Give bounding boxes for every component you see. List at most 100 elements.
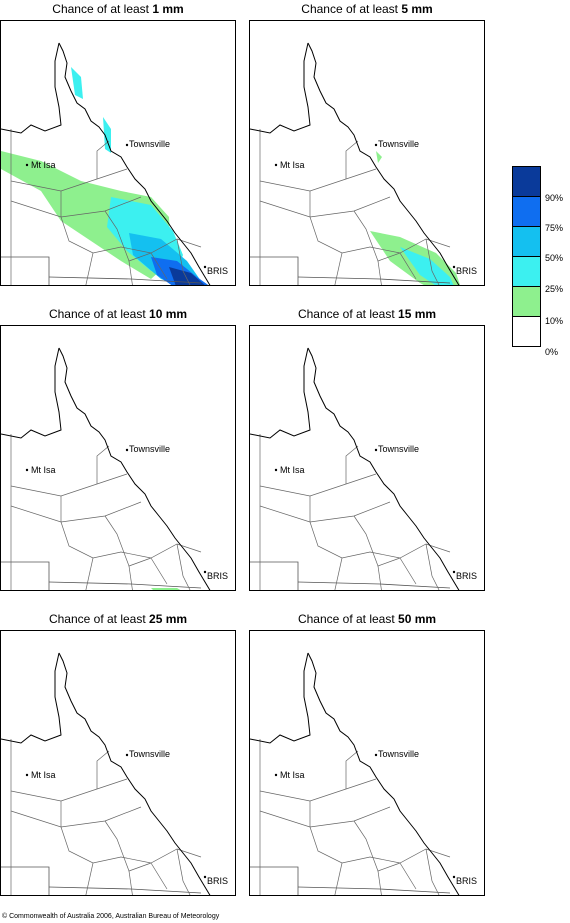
- place-label-bris: BRIS: [456, 876, 478, 886]
- district-boundary: [334, 252, 343, 285]
- district-boundary: [128, 870, 133, 895]
- state-border: [48, 276, 202, 284]
- district-boundary: [377, 565, 382, 590]
- legend-swatch-25: [512, 256, 541, 286]
- district-boundary: [128, 565, 133, 590]
- district-boundary: [85, 862, 94, 895]
- panel-title-amount: 1 mm: [152, 2, 184, 16]
- legend-swatch-90: [512, 166, 541, 196]
- district-boundary: [176, 238, 191, 285]
- coastline: [307, 347, 460, 590]
- coastline: [307, 42, 460, 285]
- place-marker: [203, 875, 207, 879]
- map-frame: Townsville Mt Isa BRIS: [249, 325, 485, 591]
- panel-title: Chance of at least 5 mm: [249, 0, 485, 18]
- district-boundary: [259, 778, 377, 802]
- state-border: [1, 561, 50, 590]
- district-boundary: [176, 543, 191, 590]
- map-frame: Townsville Mt Isa BRIS: [249, 20, 485, 286]
- district-boundary: [399, 862, 417, 890]
- queensland-map: [250, 347, 460, 590]
- place-label-bris: BRIS: [207, 266, 229, 276]
- coastline: [250, 347, 311, 439]
- district-boundary: [104, 515, 152, 567]
- state-border: [297, 581, 451, 589]
- district-boundary: [309, 826, 451, 864]
- district-boundary: [425, 543, 440, 590]
- coastline: [307, 652, 460, 895]
- district-boundary: [259, 501, 391, 523]
- place-marker: [274, 163, 278, 167]
- panel-title-prefix: Chance of at least: [48, 612, 150, 626]
- queensland-map: [250, 652, 460, 895]
- place-label-mt-isa: Mt Isa: [280, 160, 305, 170]
- map-frame: Townsville Mt Isa BRIS: [249, 630, 485, 896]
- district-boundary: [259, 196, 391, 218]
- place-label-mt-isa: Mt Isa: [280, 465, 305, 475]
- panel-title-prefix: Chance of at least: [52, 2, 153, 16]
- place-marker: [274, 468, 278, 472]
- district-boundary: [128, 260, 133, 285]
- rainfall-probability-area: [376, 151, 382, 163]
- place-label-townsville: Townsville: [129, 444, 171, 454]
- panel-title-amount: 10 mm: [149, 307, 188, 321]
- legend-label-0: 0%: [545, 347, 559, 357]
- place-marker: [203, 570, 207, 574]
- panel-title-prefix: Chance of at least: [297, 307, 399, 321]
- coastline: [58, 652, 211, 895]
- queensland-map: [250, 42, 460, 285]
- district-boundary: [96, 750, 110, 789]
- place-marker: [374, 143, 378, 147]
- place-label-townsville: Townsville: [129, 749, 171, 759]
- district-boundary: [259, 473, 377, 497]
- district-boundary: [10, 168, 128, 192]
- legend-swatch-0: [512, 316, 541, 347]
- map-frame: Townsville Mt Isa BRIS: [0, 325, 236, 591]
- district-boundary: [334, 862, 343, 895]
- district-boundary: [425, 238, 440, 285]
- district-boundary: [377, 870, 382, 895]
- state-border: [48, 886, 202, 894]
- coastline: [1, 652, 62, 744]
- coastline: [58, 42, 211, 285]
- district-boundary: [10, 196, 142, 218]
- place-label-townsville: Townsville: [378, 444, 420, 454]
- place-marker: [452, 875, 456, 879]
- panel-title-amount: 25 mm: [149, 612, 188, 626]
- place-marker: [125, 143, 129, 147]
- panel-title: Chance of at least 25 mm: [0, 610, 236, 628]
- state-border: [250, 561, 299, 590]
- district-boundary: [399, 252, 417, 280]
- panel-title: Chance of at least 50 mm: [249, 610, 485, 628]
- panel-title: Chance of at least 10 mm: [0, 305, 236, 323]
- state-border: [1, 866, 50, 895]
- panel-title-amount: 50 mm: [398, 612, 437, 626]
- district-boundary: [259, 806, 391, 828]
- coastline: [250, 42, 311, 134]
- legend-label-10: 10%: [545, 316, 564, 326]
- panel-title-prefix: Chance of at least: [48, 307, 150, 321]
- place-label-bris: BRIS: [456, 571, 478, 581]
- district-boundary: [259, 168, 377, 192]
- place-label-bris: BRIS: [207, 876, 229, 886]
- district-boundary: [150, 252, 168, 280]
- district-boundary: [399, 557, 417, 585]
- place-marker: [374, 753, 378, 757]
- district-boundary: [353, 820, 401, 872]
- place-label-bris: BRIS: [207, 571, 229, 581]
- copyright-notice: © Commonwealth of Australia 2006, Austra…: [2, 913, 220, 920]
- place-label-townsville: Townsville: [378, 139, 420, 149]
- state-border: [297, 276, 451, 284]
- district-boundary: [150, 862, 168, 890]
- place-label-mt-isa: Mt Isa: [280, 770, 305, 780]
- state-border: [1, 256, 50, 285]
- place-marker: [274, 773, 278, 777]
- coastline: [1, 42, 62, 134]
- rainfall-probability-area: [71, 67, 83, 99]
- district-boundary: [85, 252, 94, 285]
- probability-legend: 90% 75% 50% 25% 10% 0%: [512, 166, 570, 357]
- district-boundary: [104, 210, 152, 262]
- legend-label-50: 50%: [545, 253, 564, 263]
- district-boundary: [104, 820, 152, 872]
- place-marker: [374, 448, 378, 452]
